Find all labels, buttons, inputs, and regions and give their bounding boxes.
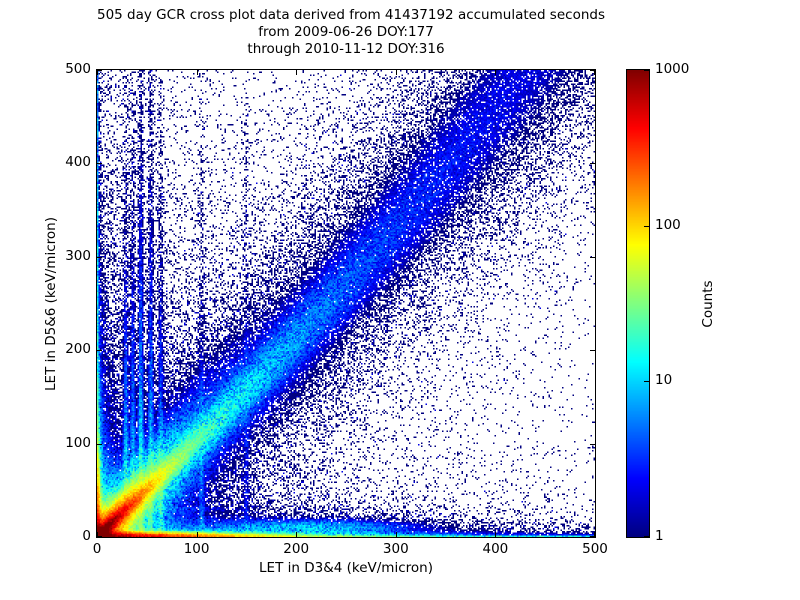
colorbar-canvas — [627, 70, 649, 537]
colorbar-tick-label: 1 — [655, 528, 664, 544]
x-axis-label: LET in D3&4 (keV/micron) — [259, 560, 433, 576]
x-tick-mark — [495, 532, 496, 537]
y-axis-tick-label: 0 — [82, 528, 91, 544]
y-tick-mark — [590, 536, 595, 537]
x-tick-mark — [396, 70, 397, 75]
y-axis-tick-label: 200 — [65, 341, 91, 358]
x-tick-mark — [495, 70, 496, 75]
y-tick-mark — [590, 350, 595, 351]
x-tick-mark — [594, 532, 595, 537]
y-tick-mark — [97, 536, 102, 537]
colorbar-tick-label: 100 — [655, 216, 681, 233]
x-axis-tick-label: 500 — [582, 541, 608, 557]
x-axis-tick-label: 400 — [482, 541, 509, 557]
colorbar — [626, 69, 650, 538]
colorbar-tick-mark — [644, 536, 649, 537]
x-tick-mark — [97, 70, 98, 75]
y-tick-mark — [590, 444, 595, 445]
x-tick-mark — [197, 70, 198, 75]
title-line-2: from 2009-06-26 DOY:177 — [258, 24, 434, 40]
y-tick-mark — [590, 257, 595, 258]
x-axis-tick-label: 0 — [92, 541, 102, 557]
y-tick-mark — [97, 163, 102, 164]
y-tick-mark — [97, 444, 102, 445]
x-axis-tick-label: 200 — [283, 541, 310, 557]
x-tick-mark — [197, 532, 198, 537]
y-tick-mark — [590, 163, 595, 164]
x-tick-mark — [296, 70, 297, 75]
y-axis-tick-label: 300 — [65, 247, 91, 264]
y-axis-tick-label: 400 — [65, 154, 91, 171]
colorbar-tick-mark — [644, 70, 649, 71]
x-tick-mark — [396, 532, 397, 537]
heatmap-canvas — [97, 70, 595, 537]
x-tick-mark — [594, 70, 595, 75]
colorbar-tick-label: 10 — [655, 372, 673, 389]
x-tick-mark — [296, 532, 297, 537]
x-tick-mark — [97, 532, 98, 537]
colorbar-label: Counts — [700, 280, 716, 328]
title-line-1: 505 day GCR cross plot data derived from… — [97, 7, 605, 23]
x-axis-tick-label: 300 — [382, 541, 409, 557]
plot-area — [96, 69, 596, 538]
y-axis-tick-label: 500 — [65, 61, 91, 77]
y-axis-tick-label: 100 — [65, 434, 91, 451]
y-tick-mark — [97, 257, 102, 258]
y-axis-label: LET in D5&6 (keV/micron) — [43, 217, 59, 391]
x-axis-tick-label: 100 — [183, 541, 210, 557]
colorbar-tick-label: 1000 — [655, 61, 690, 77]
colorbar-tick-mark — [644, 381, 649, 382]
y-tick-mark — [97, 70, 102, 71]
colorbar-tick-mark — [644, 226, 649, 227]
title-line-3: through 2010-11-12 DOY:316 — [247, 41, 445, 57]
y-tick-mark — [97, 350, 102, 351]
y-tick-mark — [590, 70, 595, 71]
